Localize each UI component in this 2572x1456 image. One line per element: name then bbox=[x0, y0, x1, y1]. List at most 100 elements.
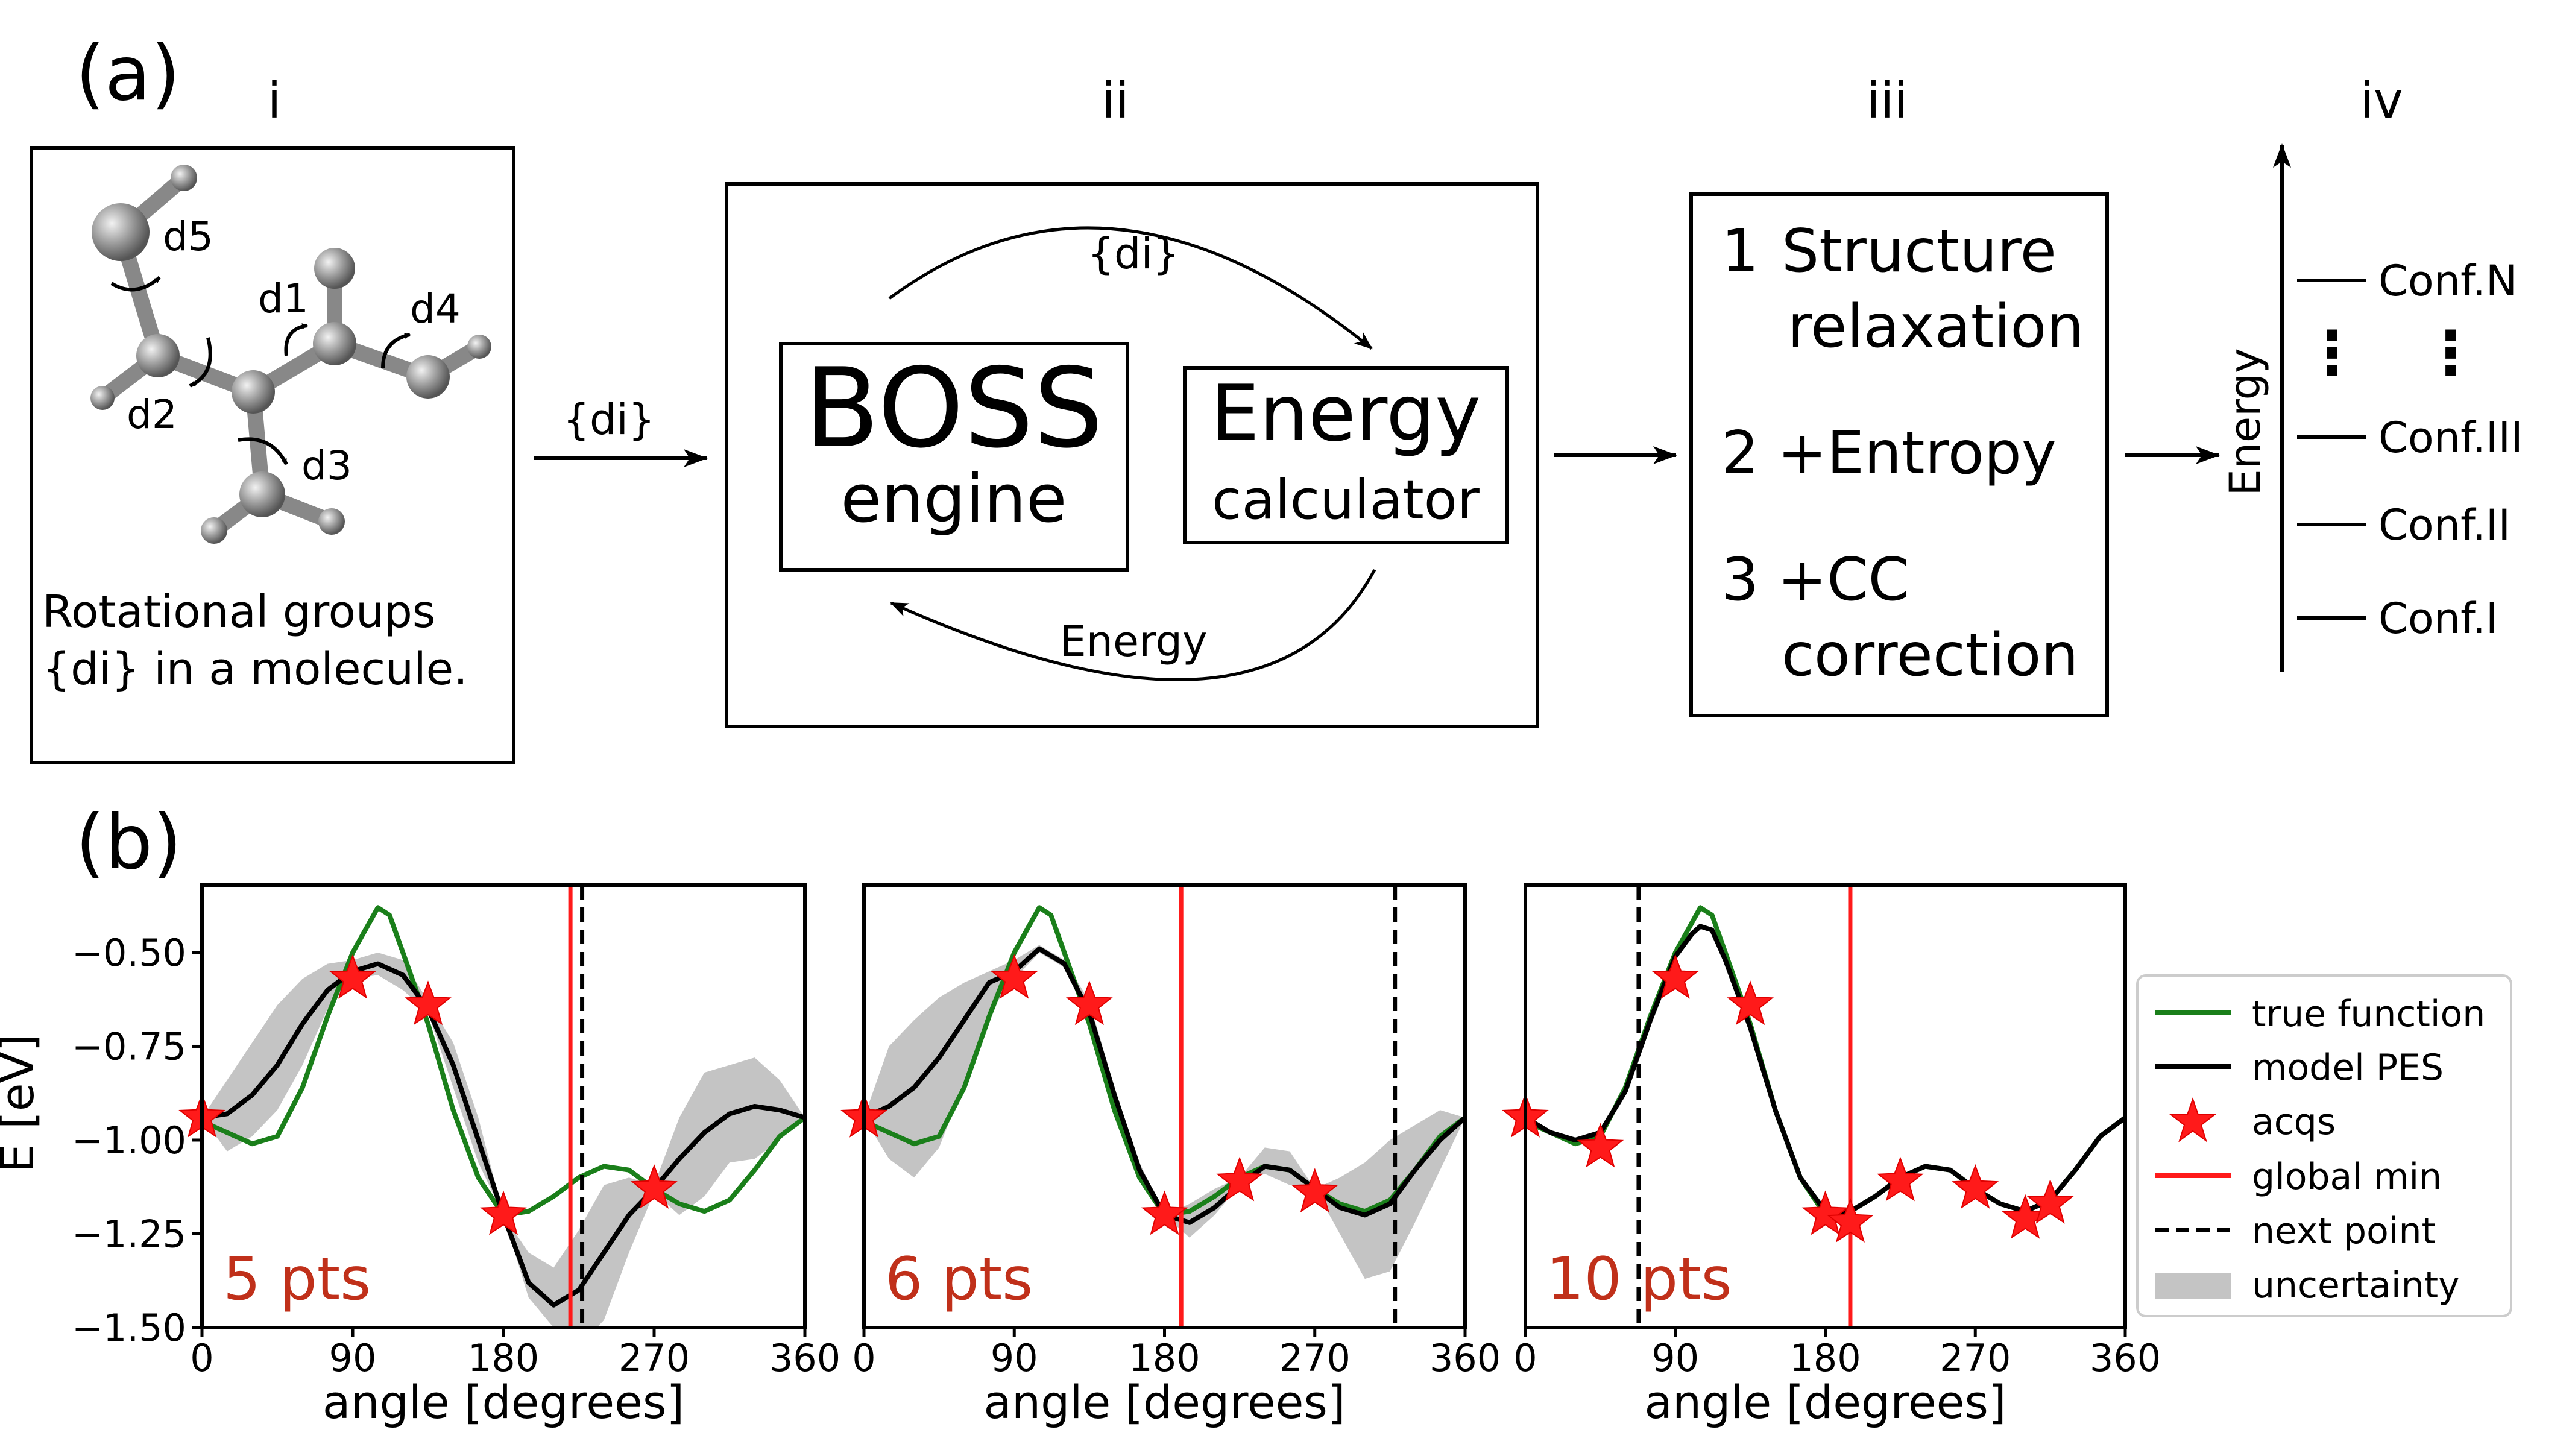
loop-arrow-top bbox=[888, 226, 1373, 350]
acq-point bbox=[1876, 1156, 1924, 1202]
energy-calculator-line2: calculator bbox=[1212, 468, 1480, 532]
x-tick-label: 360 bbox=[2090, 1336, 2161, 1380]
acq-point bbox=[329, 954, 376, 999]
acq-point bbox=[1827, 1197, 1874, 1243]
steps-box: 1 Structure relaxation 2 +Entropy 3 +CC … bbox=[1689, 192, 2109, 717]
plot-area bbox=[1525, 885, 2125, 1328]
step-3-number: 3 bbox=[1721, 546, 1759, 614]
uncertainty-band bbox=[202, 953, 805, 1328]
molecule-caption-line2: {di} in a molecule. bbox=[42, 643, 468, 695]
x-axis-label: angle [degrees] bbox=[323, 1375, 684, 1429]
molecule-atoms bbox=[90, 165, 491, 544]
acq-point bbox=[1577, 1123, 1624, 1168]
y-tick-label: −1.00 bbox=[72, 1118, 186, 1162]
group-label-d3: d3 bbox=[301, 443, 352, 489]
section-iii-label: iii bbox=[1867, 72, 1908, 130]
level-dots-right: ⋮ bbox=[2421, 318, 2481, 388]
legend-uncertainty: uncertainty bbox=[2252, 1264, 2460, 1306]
acq-point bbox=[1727, 980, 1774, 1026]
legend: true function model PES acqs global min … bbox=[2136, 974, 2512, 1317]
legend-true-function: true function bbox=[2252, 993, 2485, 1035]
acq-point bbox=[631, 1164, 678, 1209]
boss-engine-title: BOSS bbox=[804, 344, 1103, 472]
plot-count-label: 10 pts bbox=[1546, 1245, 1732, 1314]
section-i-label: i bbox=[268, 72, 282, 130]
acq-point bbox=[480, 1190, 527, 1235]
true-function-line bbox=[864, 905, 1465, 1218]
x-axis-label: angle [degrees] bbox=[983, 1375, 1345, 1429]
acq-point bbox=[1651, 954, 1699, 999]
acq-point bbox=[405, 980, 452, 1026]
step-1-line1: Structure bbox=[1782, 217, 2057, 286]
level-conf-n: Conf.N bbox=[2378, 256, 2517, 306]
group-label-d2: d2 bbox=[127, 391, 177, 438]
x-tick-label: 0 bbox=[190, 1336, 213, 1380]
acq-point bbox=[1141, 1190, 1188, 1235]
loop-arrow-bottom bbox=[890, 569, 1376, 681]
step-1-number: 1 bbox=[1721, 217, 1759, 286]
energy-levels: Energy Conf.N Conf.III Conf.II Conf.I ⋮ … bbox=[2221, 143, 2523, 672]
step-1-line2: relaxation bbox=[1788, 292, 2084, 361]
x-tick-label: 180 bbox=[468, 1336, 539, 1380]
acq-point bbox=[1952, 1164, 1999, 1209]
x-tick-label: 360 bbox=[1429, 1336, 1501, 1380]
legend-acq-star bbox=[2169, 1097, 2216, 1142]
plot-1: 0 90 180 270 360 −0.50 −0.75 −1.00 −1.25 −1.50 ang… bbox=[72, 883, 840, 1429]
true-function-line bbox=[202, 905, 805, 1218]
acq-point bbox=[1801, 1190, 1849, 1235]
legend-model-pes: model PES bbox=[2252, 1047, 2444, 1089]
y-tick-label: −0.50 bbox=[72, 931, 186, 975]
x-tick-label: 90 bbox=[991, 1336, 1038, 1380]
energy-calculator-box bbox=[1183, 366, 1509, 544]
true-function-line bbox=[1525, 905, 2125, 1218]
step-3-line1: +CC bbox=[1777, 546, 1909, 614]
acq-point bbox=[2026, 1179, 2074, 1224]
plots: 0 90 180 270 360 −0.50 −0.75 −1.00 −1.25 −1.50 ang… bbox=[72, 883, 2161, 1429]
acq-point bbox=[1216, 1156, 1264, 1202]
loop-top-label: {di} bbox=[1088, 229, 1180, 279]
section-ii-label: ii bbox=[1102, 72, 1129, 130]
group-label-d5: d5 bbox=[163, 213, 213, 260]
x-tick-label: 180 bbox=[1789, 1336, 1861, 1380]
step-2-line1: +Entropy bbox=[1777, 419, 2057, 488]
boss-engine-subtitle: engine bbox=[840, 460, 1067, 537]
x-tick-label: 360 bbox=[769, 1336, 840, 1380]
plot-count-label: 5 pts bbox=[223, 1245, 371, 1314]
x-tick-label: 270 bbox=[1940, 1336, 2011, 1380]
y-tick-label: −1.50 bbox=[72, 1306, 186, 1350]
boss-engine-box bbox=[779, 342, 1129, 572]
plot-3: 0 90 180 270 360 angle [degrees] 10 pts bbox=[1502, 883, 2161, 1429]
loop-bottom-label: Energy bbox=[1059, 617, 1207, 666]
x-tick-label: 270 bbox=[619, 1336, 690, 1380]
y-tick-label: −1.25 bbox=[72, 1212, 186, 1256]
panel-b-label: (b) bbox=[75, 799, 182, 886]
group-label-d1: d1 bbox=[258, 276, 309, 322]
y-tick-label: −0.75 bbox=[72, 1024, 186, 1068]
molecule-caption-line1: Rotational groups bbox=[42, 586, 435, 638]
x-tick-label: 90 bbox=[1651, 1336, 1699, 1380]
acq-point bbox=[1291, 1168, 1338, 1213]
arrow-di-label: {di} bbox=[563, 395, 655, 444]
step-2-number: 2 bbox=[1721, 419, 1759, 488]
panel-a-label: (a) bbox=[75, 30, 180, 118]
level-conf-iii: Conf.III bbox=[2378, 413, 2523, 462]
x-tick-label: 270 bbox=[1279, 1336, 1351, 1380]
group-label-d4: d4 bbox=[410, 286, 461, 332]
legend-acqs: acqs bbox=[2252, 1101, 2336, 1143]
boss-loop-box: BOSS engine Energy calculator {di} Energ… bbox=[725, 182, 1539, 728]
energy-axis-label: Energy bbox=[2221, 348, 2270, 496]
legend-next-point: next point bbox=[2252, 1210, 2436, 1252]
x-axis-label: angle [degrees] bbox=[1644, 1375, 2006, 1429]
plot-count-label: 6 pts bbox=[885, 1245, 1033, 1314]
x-tick-label: 90 bbox=[329, 1336, 377, 1380]
section-iv-label: iv bbox=[2360, 72, 2403, 130]
x-tick-label: 0 bbox=[1513, 1336, 1537, 1380]
x-tick-label: 180 bbox=[1129, 1336, 1200, 1380]
step-3-line2: correction bbox=[1782, 621, 2078, 690]
acq-point bbox=[991, 954, 1038, 999]
acq-point bbox=[1065, 980, 1113, 1026]
y-axis-label: E [eV] bbox=[0, 1034, 44, 1173]
x-tick-label: 0 bbox=[852, 1336, 875, 1380]
level-conf-i: Conf.I bbox=[2378, 594, 2498, 643]
